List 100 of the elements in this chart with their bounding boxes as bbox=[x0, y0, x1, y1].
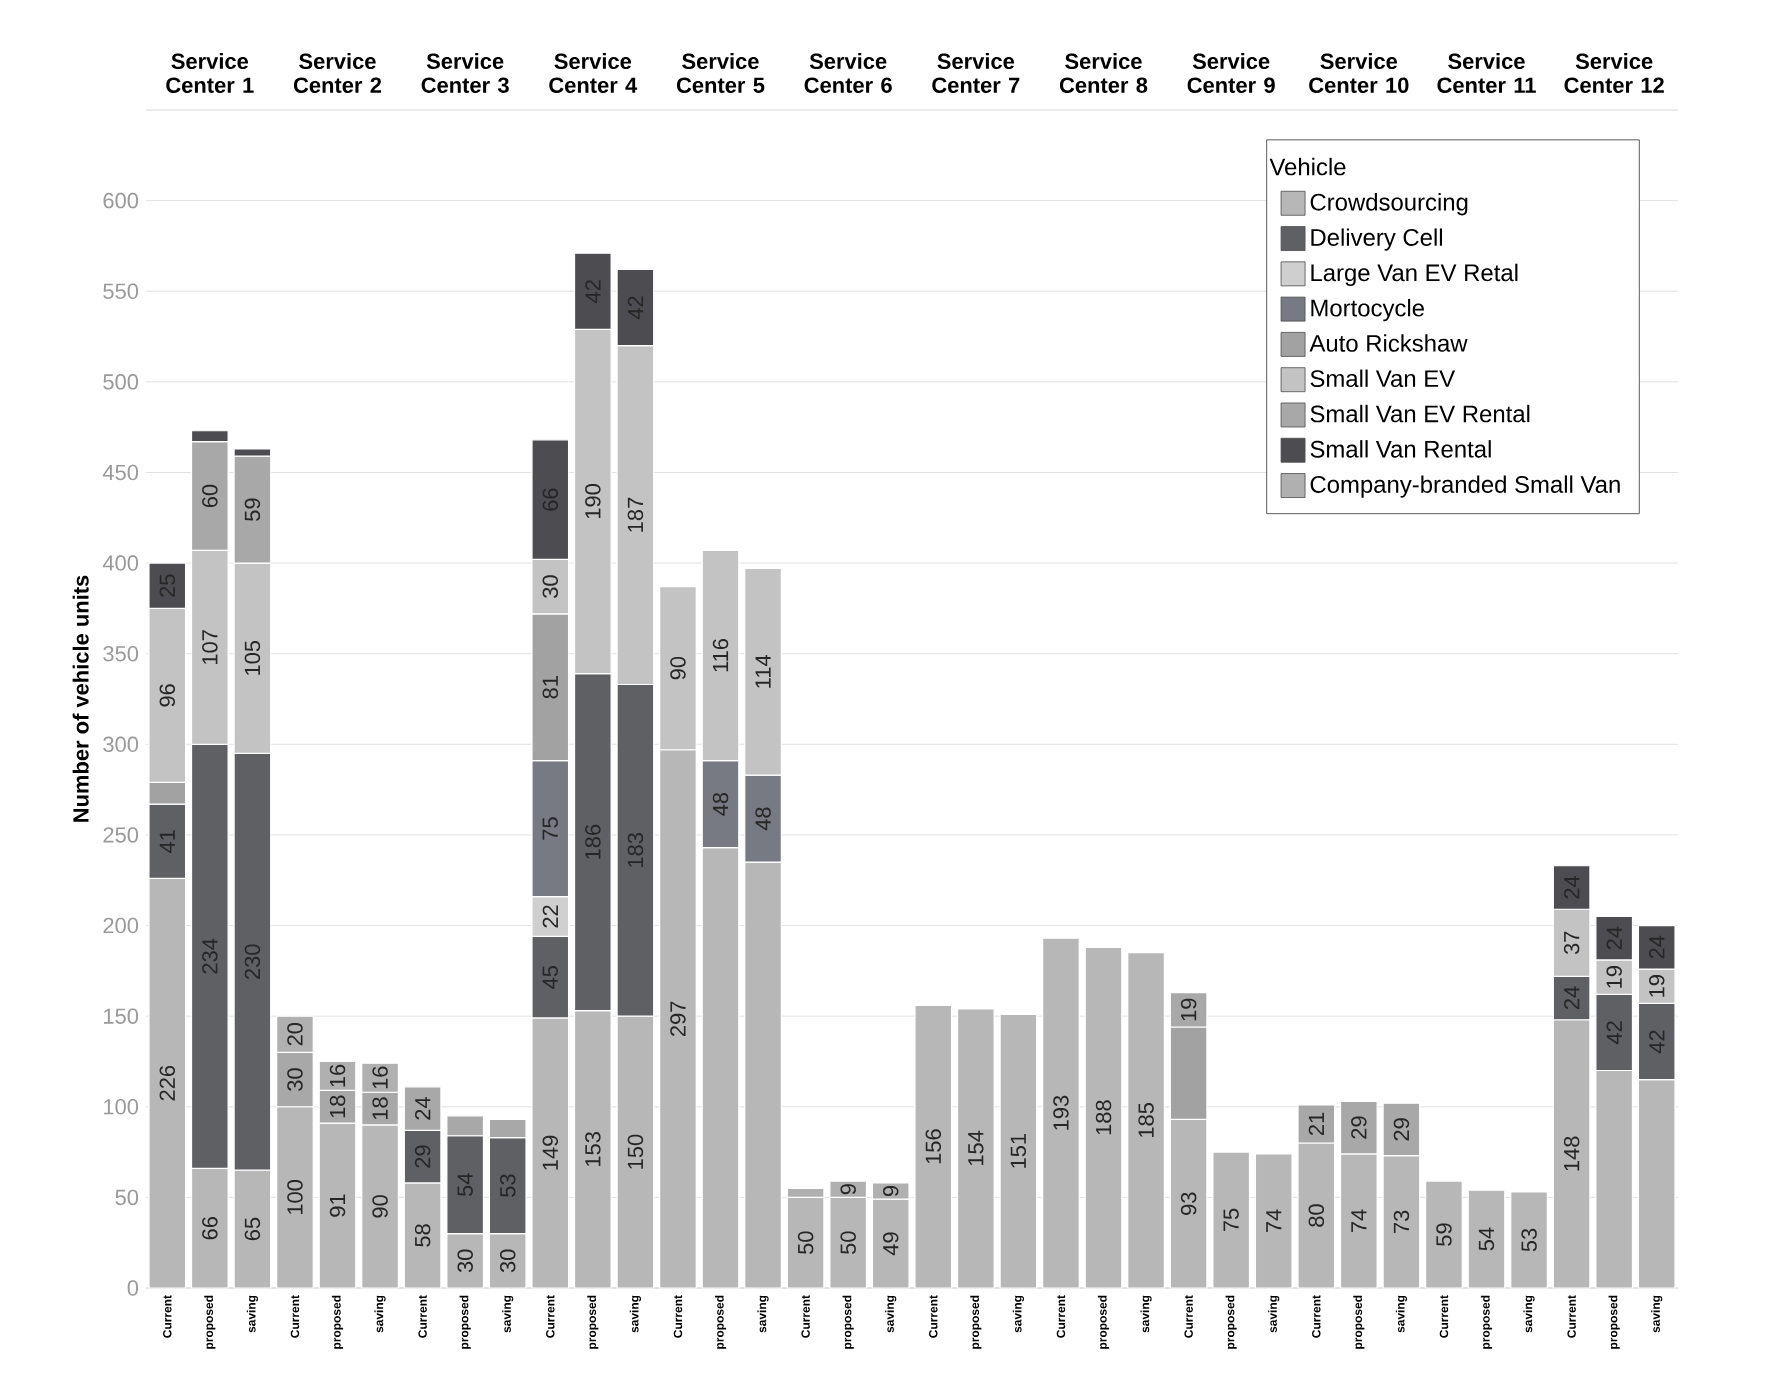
text: Service Center 3 bbox=[421, 52, 509, 93]
data-label: 54 bbox=[457, 1173, 473, 1197]
y-tick-label: 550 bbox=[103, 283, 139, 299]
data-label: 107 bbox=[202, 630, 218, 664]
data-label: 154 bbox=[968, 1130, 984, 1166]
data-label: 186 bbox=[585, 824, 601, 859]
data-label: 53 bbox=[1521, 1228, 1537, 1252]
y-axis-title: Number of vehicle units bbox=[72, 575, 89, 822]
data-label: 59 bbox=[244, 498, 261, 521]
data-label: 58 bbox=[414, 1224, 431, 1247]
data-label: 100 bbox=[287, 1179, 303, 1215]
y-tick-label: 450 bbox=[102, 464, 139, 481]
bar bbox=[956, 1008, 995, 1289]
y-tick-label: 500 bbox=[103, 374, 139, 390]
data-label: 230 bbox=[244, 944, 261, 979]
data-label: 48 bbox=[755, 807, 771, 831]
data-label: 30 bbox=[457, 1249, 473, 1273]
text: Service Center 2 bbox=[293, 52, 382, 93]
bar bbox=[1042, 937, 1080, 1289]
legend-label: Mortocycle bbox=[1311, 298, 1424, 322]
data-label: 116 bbox=[712, 639, 729, 672]
text: Service Center 1 bbox=[166, 52, 254, 93]
data-label: 24 bbox=[414, 1097, 431, 1120]
data-label: 53 bbox=[499, 1174, 516, 1197]
data-label: 19 bbox=[1180, 998, 1197, 1021]
data-label: 42 bbox=[1649, 1030, 1665, 1054]
y-tick-label: 0 bbox=[127, 1280, 139, 1296]
legend-title: Vehicle bbox=[1269, 157, 1346, 176]
data-label: 185 bbox=[1138, 1103, 1154, 1137]
bar bbox=[1127, 952, 1165, 1289]
data-label: 73 bbox=[1393, 1210, 1410, 1233]
data-label: 60 bbox=[202, 484, 218, 508]
data-label: 149 bbox=[542, 1135, 559, 1170]
text: Service Center 9 bbox=[1187, 52, 1275, 93]
data-label: 16 bbox=[372, 1066, 388, 1089]
data-label: 21 bbox=[1308, 1112, 1324, 1136]
data-label: 93 bbox=[1180, 1192, 1197, 1215]
bar bbox=[1254, 1153, 1293, 1289]
bar bbox=[1510, 1191, 1548, 1289]
data-label: 49 bbox=[882, 1232, 899, 1256]
data-label: 190 bbox=[585, 484, 601, 519]
data-label: 65 bbox=[244, 1217, 261, 1241]
text: Service Center 12 bbox=[1564, 52, 1664, 93]
data-label: 24 bbox=[1563, 986, 1580, 1010]
data-label: 81 bbox=[542, 676, 559, 699]
bar bbox=[999, 1013, 1038, 1289]
legend-label: Company-branded Small Van bbox=[1310, 475, 1620, 498]
data-label: 188 bbox=[1095, 1100, 1112, 1135]
y-tick-label: 200 bbox=[103, 917, 139, 934]
text: Service Center 4 bbox=[549, 52, 638, 93]
data-label: 37 bbox=[1563, 931, 1580, 955]
bar bbox=[1212, 1151, 1251, 1289]
data-label: 30 bbox=[542, 575, 559, 598]
data-label: 9 bbox=[882, 1185, 899, 1197]
data-label: 19 bbox=[1648, 975, 1665, 997]
data-label: 153 bbox=[585, 1132, 601, 1166]
bar bbox=[914, 1004, 953, 1289]
text: Service Center 11 bbox=[1437, 52, 1536, 93]
data-label: 193 bbox=[1053, 1095, 1069, 1130]
data-label: 151 bbox=[1010, 1133, 1027, 1168]
data-label: 41 bbox=[159, 830, 175, 853]
data-label: 80 bbox=[1308, 1204, 1325, 1227]
data-label: 105 bbox=[244, 640, 261, 675]
data-label: 183 bbox=[627, 833, 644, 867]
data-label: 54 bbox=[1478, 1227, 1495, 1251]
data-label: 90 bbox=[670, 656, 686, 680]
data-label: 150 bbox=[627, 1134, 644, 1169]
data-label: 234 bbox=[202, 938, 218, 974]
data-label: 59 bbox=[1436, 1223, 1452, 1246]
data-label: 50 bbox=[797, 1231, 814, 1255]
y-tick-label: 300 bbox=[103, 736, 139, 753]
data-label: 96 bbox=[159, 684, 176, 707]
bar bbox=[1467, 1189, 1506, 1289]
data-label: 90 bbox=[372, 1195, 388, 1218]
legend-label: Crowdsourcing bbox=[1310, 193, 1468, 216]
y-tick-label: 150 bbox=[104, 1008, 139, 1024]
data-label: 29 bbox=[414, 1145, 431, 1168]
y-tick-label: 100 bbox=[104, 1099, 139, 1115]
bar bbox=[1425, 1180, 1463, 1289]
data-label: 9 bbox=[840, 1184, 856, 1195]
text: Service Center 8 bbox=[1059, 52, 1148, 93]
data-label: 22 bbox=[542, 905, 558, 928]
legend-label: Large Van EV Retal bbox=[1311, 263, 1518, 286]
data-label: 18 bbox=[372, 1097, 388, 1120]
data-label: 226 bbox=[159, 1065, 176, 1101]
data-label: 29 bbox=[1393, 1118, 1410, 1141]
data-label: 75 bbox=[542, 817, 558, 840]
data-label: 91 bbox=[329, 1194, 346, 1217]
data-label: 42 bbox=[1606, 1021, 1622, 1045]
data-label: 29 bbox=[1351, 1116, 1367, 1139]
data-label: 50 bbox=[840, 1231, 856, 1255]
data-label: 30 bbox=[287, 1068, 303, 1091]
legend-label: Small Van EV Rental bbox=[1310, 404, 1530, 423]
text: Service Center 10 bbox=[1309, 52, 1409, 93]
data-label: 114 bbox=[755, 655, 771, 688]
data-label: 20 bbox=[287, 1022, 303, 1046]
data-label: 19 bbox=[1606, 966, 1622, 988]
data-label: 75 bbox=[1223, 1208, 1239, 1232]
legend-label: Small Van Rental bbox=[1310, 440, 1491, 458]
data-label: 18 bbox=[329, 1095, 346, 1118]
